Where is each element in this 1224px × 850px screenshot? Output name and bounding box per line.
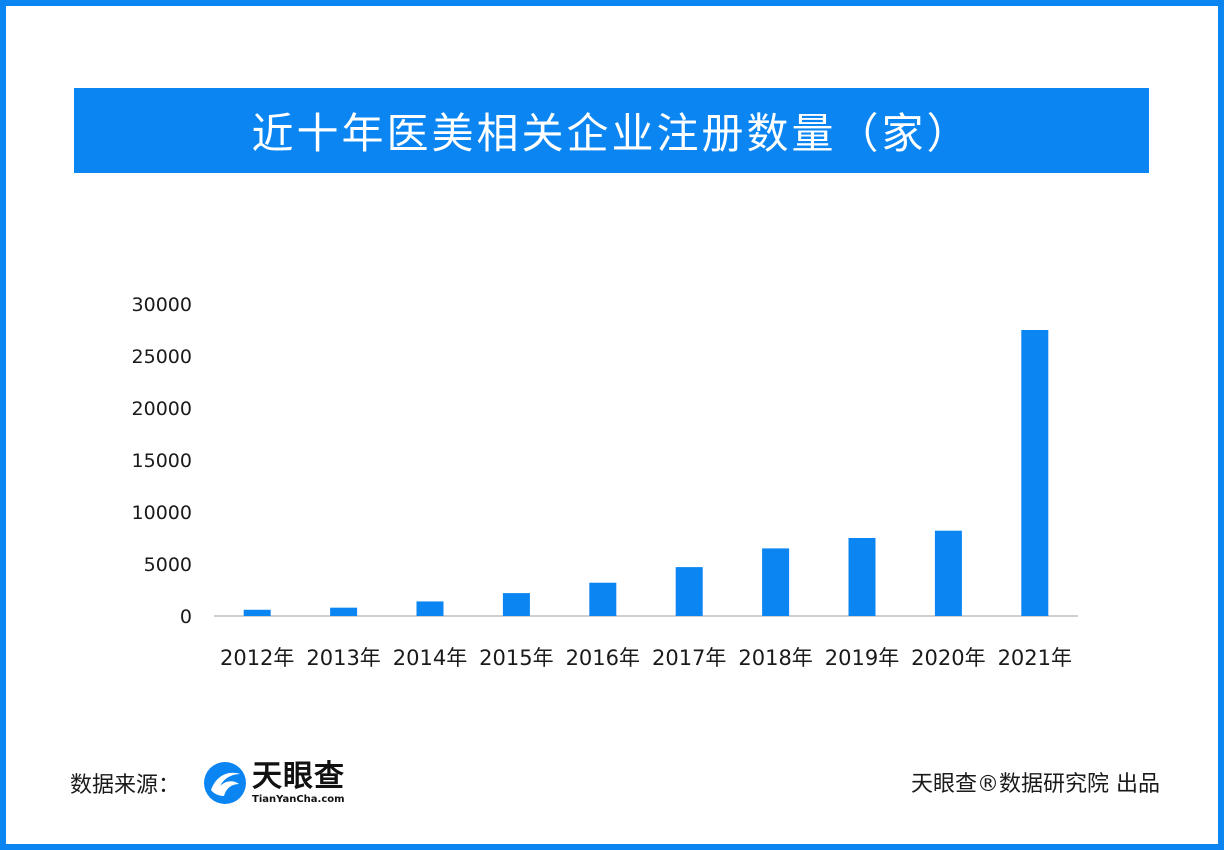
y-tick-label: 5000 xyxy=(144,554,192,576)
x-tick-label: 2020年 xyxy=(911,646,985,670)
y-tick-label: 15000 xyxy=(132,450,192,472)
tianyancha-logo: 天眼查 TianYanCha.com xyxy=(202,760,345,806)
x-tick-label: 2012年 xyxy=(220,646,294,670)
y-tick-label: 10000 xyxy=(132,502,192,524)
bar xyxy=(762,548,790,616)
bar xyxy=(1021,330,1049,616)
bar xyxy=(934,530,962,616)
chart-title: 近十年医美相关企业注册数量（家） xyxy=(251,109,972,158)
source-label: 数据来源： xyxy=(70,773,181,798)
data-source: 数据来源： 天眼查 TianYanCha.com xyxy=(70,760,345,806)
x-tick-label: 2014年 xyxy=(393,646,467,670)
x-tick-label: 2021年 xyxy=(998,646,1072,670)
bar xyxy=(330,607,358,616)
x-tick-label: 2015年 xyxy=(479,646,553,670)
x-tick-label: 2017年 xyxy=(652,646,726,670)
y-tick-label: 30000 xyxy=(132,294,192,316)
x-tick-label: 2016年 xyxy=(566,646,640,670)
y-tick-label: 0 xyxy=(180,606,192,628)
x-tick-label: 2019年 xyxy=(825,646,899,670)
bar xyxy=(589,582,617,616)
credit-text: 天眼查®数据研究院 出品 xyxy=(911,772,1160,797)
wave-logo-icon xyxy=(204,762,247,804)
bar xyxy=(848,538,876,616)
x-tick-label: 2018年 xyxy=(738,646,812,670)
y-axis: 0 5000 10000 15000 20000 25000 30000 xyxy=(132,294,192,628)
bar xyxy=(502,593,530,616)
bar xyxy=(675,567,703,616)
y-tick-label: 20000 xyxy=(132,398,192,420)
bars xyxy=(243,330,1049,616)
bar xyxy=(243,609,271,616)
logo-name: 天眼查 xyxy=(252,758,346,794)
x-axis: 2012年 2013年 2014年 2015年 2016年 2017年 2018年 2019年… xyxy=(220,646,1072,670)
title-banner: 近十年医美相关企业注册数量（家） xyxy=(74,88,1149,173)
logo-domain: TianYanCha.com xyxy=(252,793,345,805)
x-tick-label: 2013年 xyxy=(306,646,380,670)
y-tick-label: 25000 xyxy=(132,346,192,368)
bar xyxy=(416,601,444,616)
